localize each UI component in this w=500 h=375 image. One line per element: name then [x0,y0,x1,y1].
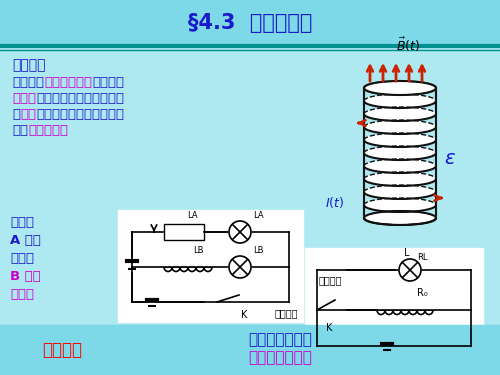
Text: L: L [404,248,410,258]
Text: 灯泡更亮地突闪: 灯泡更亮地突闪 [248,351,312,366]
Ellipse shape [365,147,435,159]
Text: 自身电流变化: 自身电流变化 [44,75,92,88]
Text: $I(t)$: $I(t)$ [324,195,344,210]
Bar [164,224,204,240]
Text: §4.3  自感与互感: §4.3 自感与互感 [188,13,312,33]
Text: 通电自感: 通电自感 [274,308,298,318]
Ellipse shape [364,81,436,95]
Ellipse shape [365,108,435,120]
Text: 自感: 自感 [20,108,36,120]
Ellipse shape [364,211,436,225]
Text: $\varepsilon$: $\varepsilon$ [444,148,456,168]
Text: B 灯缓: B 灯缓 [10,270,41,282]
Text: 现象，相应的感应电动势: 现象，相应的感应电动势 [36,108,124,120]
Text: 通电时: 通电时 [10,216,34,228]
Text: K: K [326,323,332,333]
Ellipse shape [365,186,435,198]
Circle shape [229,221,251,243]
Ellipse shape [365,95,435,107]
Bar [0,0,500,46]
Circle shape [229,256,251,278]
Text: 自感电动势: 自感电动势 [28,123,68,136]
Text: 而在自身: 而在自身 [92,75,124,88]
Bar [164,224,204,240]
Text: 为: 为 [12,108,20,120]
Text: 断电自感: 断电自感 [319,275,342,285]
Text: 慢亮起: 慢亮起 [10,288,34,300]
Text: 由于电路: 由于电路 [12,75,44,88]
Ellipse shape [365,212,435,224]
Text: 称为: 称为 [12,123,28,136]
Bar [0,325,500,375]
Ellipse shape [364,81,436,95]
Text: RL: RL [417,253,428,262]
Ellipse shape [365,160,435,172]
Text: 激发感应电动势的现象称: 激发感应电动势的现象称 [36,92,124,105]
Text: 回路中: 回路中 [12,92,36,105]
Text: 一、自感: 一、自感 [12,58,46,72]
Ellipse shape [365,173,435,185]
Circle shape [399,259,421,281]
Text: LB: LB [193,246,203,255]
Bar [305,248,483,363]
Ellipse shape [365,199,435,211]
Text: A 灯迅: A 灯迅 [10,234,41,246]
Ellipse shape [365,121,435,133]
Text: 典型演示: 典型演示 [42,341,82,359]
Text: 速点亮: 速点亮 [10,252,34,264]
Text: K: K [241,310,247,320]
Ellipse shape [365,134,435,146]
Text: 开关断开的瞬间: 开关断开的瞬间 [248,333,312,348]
Bar [118,210,303,322]
Text: LA: LA [253,211,264,220]
Text: LB: LB [253,246,264,255]
Text: R₀: R₀ [416,288,428,298]
Text: $\vec{B}(t)$: $\vec{B}(t)$ [396,36,420,54]
Text: LA: LA [186,211,198,220]
